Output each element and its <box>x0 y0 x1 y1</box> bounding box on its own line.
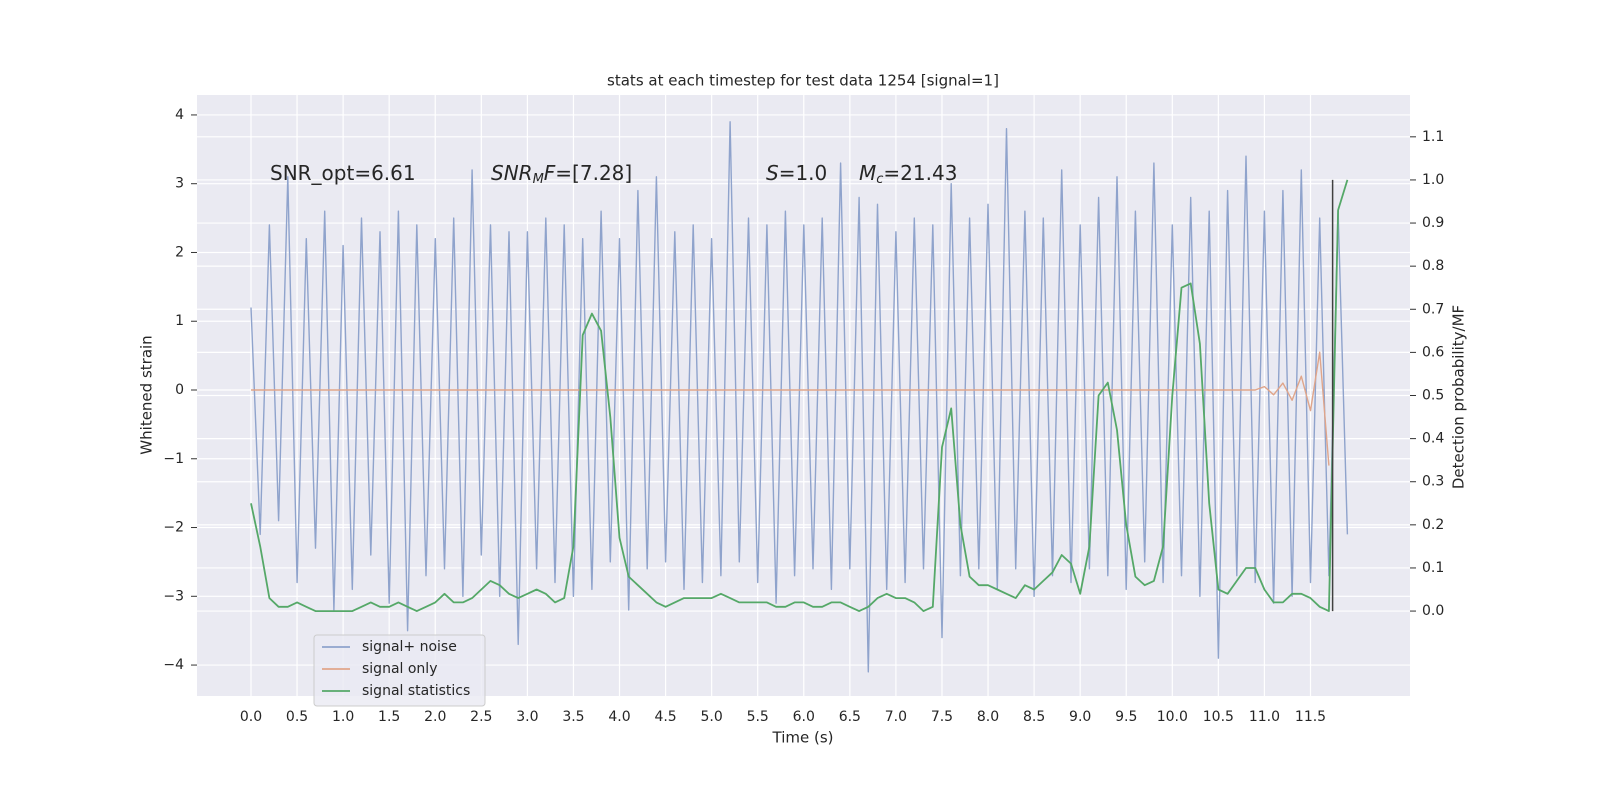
annotation: Mc=21.43 <box>859 161 957 187</box>
y-tick-label: −2 <box>163 520 184 536</box>
annotation: S=1.0 <box>766 161 827 185</box>
y-tick-label: 1 <box>175 313 184 329</box>
x-tick-label: 6.5 <box>839 709 861 725</box>
y2-tick-label: 0.9 <box>1422 215 1444 231</box>
annotation-part: c <box>876 172 883 187</box>
x-axis-label: Time (s) <box>772 729 834 747</box>
y2-tick-label: 0.8 <box>1422 258 1444 274</box>
y-tick-label: −3 <box>163 588 184 604</box>
y2-tick-label: 0.6 <box>1422 344 1444 360</box>
y-tick-label: 3 <box>175 176 184 192</box>
x-tick-label: 8.5 <box>1023 709 1045 725</box>
y2-tick-label: 0.3 <box>1422 474 1444 490</box>
x-tick-label: 2.0 <box>424 709 446 725</box>
annotation-part: F <box>544 161 556 185</box>
x-tick-label: 3.5 <box>562 709 584 725</box>
annotation: SNRMF=[7.28] <box>491 161 632 187</box>
x-tick-label: 9.0 <box>1069 709 1091 725</box>
x-tick-label: 1.0 <box>332 709 354 725</box>
x-tick-label: 0.5 <box>286 709 308 725</box>
y-tick-label: 0 <box>175 382 184 398</box>
x-tick-label: 4.0 <box>608 709 630 725</box>
annotation: SNR_opt=6.61 <box>270 161 416 185</box>
annotation-part: SNR <box>491 161 533 185</box>
x-tick-label: 11.0 <box>1249 709 1280 725</box>
legend-label: signal+ noise <box>362 639 457 655</box>
x-tick-label: 7.0 <box>885 709 907 725</box>
annotation-part: M <box>859 161 876 185</box>
series-line <box>250 179 1349 612</box>
y-tick-label: −4 <box>163 657 184 673</box>
x-tick-label: 5.0 <box>701 709 723 725</box>
y-tick-label: 2 <box>175 244 184 260</box>
annotation-part: S <box>766 161 779 185</box>
y-axis-label: Whitened strain <box>138 335 156 454</box>
x-tick-label: 0.0 <box>240 709 262 725</box>
series-line <box>251 351 1330 466</box>
legend-box <box>313 634 486 707</box>
x-tick-label: 4.5 <box>654 709 676 725</box>
y2-tick-label: 0.1 <box>1422 560 1444 576</box>
annotation-part: =21.43 <box>883 161 957 185</box>
y2-tick-label: 1.1 <box>1422 129 1444 145</box>
x-tick-label: 10.5 <box>1203 709 1234 725</box>
x-tick-label: 7.5 <box>931 709 953 725</box>
x-tick-label: 10.0 <box>1157 709 1188 725</box>
y-tick-label: 4 <box>175 107 184 123</box>
x-tick-label: 6.0 <box>793 709 815 725</box>
x-tick-label: 3.0 <box>516 709 538 725</box>
x-tick-label: 5.5 <box>747 709 769 725</box>
x-tick-label: 11.5 <box>1295 709 1326 725</box>
x-tick-label: 2.5 <box>470 709 492 725</box>
annotation-part: SNR_opt=6.61 <box>270 161 416 185</box>
annotation-part: =1.0 <box>779 161 828 185</box>
annotation-part: M <box>533 172 544 187</box>
legend-label: signal statistics <box>362 683 470 699</box>
y2-tick-label: 0.5 <box>1422 388 1444 404</box>
y2-tick-label: 0.2 <box>1422 517 1444 533</box>
legend-label: signal only <box>362 661 437 677</box>
y2-tick-label: 0.7 <box>1422 301 1444 317</box>
y2-tick-label: 0.0 <box>1422 603 1444 619</box>
annotation-part: =[7.28] <box>555 161 632 185</box>
x-tick-label: 8.0 <box>977 709 999 725</box>
y2-tick-label: 1.0 <box>1422 172 1444 188</box>
x-tick-label: 9.5 <box>1115 709 1137 725</box>
x-tick-label: 1.5 <box>378 709 400 725</box>
y-tick-label: −1 <box>163 451 184 467</box>
y2-tick-label: 0.4 <box>1422 431 1444 447</box>
chart-title: stats at each timestep for test data 125… <box>607 72 999 90</box>
y2-axis-label: Detection probability/MF <box>1450 305 1468 489</box>
